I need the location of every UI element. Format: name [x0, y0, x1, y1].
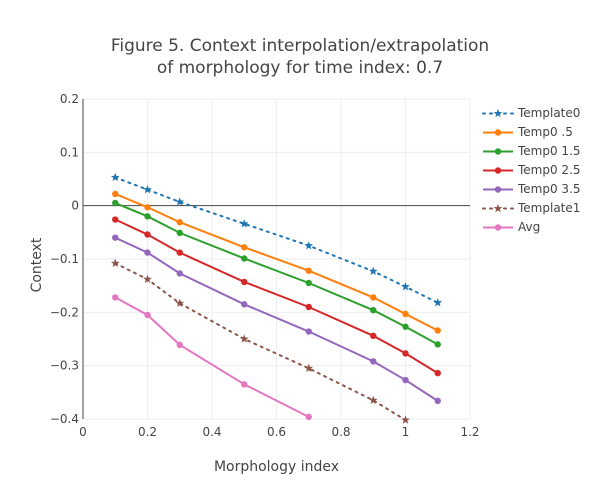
series-line-temp0-1-5	[114, 202, 439, 346]
x-tick-label: 0.8	[331, 425, 350, 439]
x-tick-label: 0	[79, 425, 87, 439]
x-tick-label: 0.2	[138, 425, 157, 439]
data-point-template0	[175, 197, 185, 206]
data-point-temp0-5	[144, 204, 151, 211]
data-point-temp0-2-5	[370, 332, 377, 339]
data-point-temp0-1-5	[402, 323, 409, 330]
legend-marker	[493, 203, 503, 213]
y-axis-title: Context	[29, 237, 45, 293]
data-point-template0	[110, 172, 120, 182]
series-line-temp0-5	[114, 193, 439, 332]
y-tick-label: 0	[71, 199, 79, 213]
data-point-temp0-2-5	[241, 278, 248, 286]
data-point-temp0-5	[370, 294, 377, 301]
data-point-temp0-3-5	[434, 397, 441, 405]
legend-swatch	[483, 129, 513, 136]
data-point-temp0-3-5	[144, 249, 151, 256]
data-point-temp0-2-5	[176, 249, 183, 256]
legend-label: Temp0 1.5	[518, 144, 581, 158]
data-point-temp0-1-5	[434, 341, 441, 348]
data-point-avg	[144, 311, 151, 319]
legend-marker	[494, 129, 502, 136]
data-point-avg	[176, 341, 183, 349]
data-point-temp0-2-5	[144, 231, 151, 238]
legend-swatch	[482, 203, 514, 213]
data-point-temp0-1-5	[370, 307, 377, 314]
data-point-temp0-1-5	[241, 255, 248, 262]
data-point-temp0-2-5	[305, 303, 312, 311]
y-tick-label: −0.4	[50, 412, 79, 426]
data-point-temp0-5	[305, 267, 312, 274]
data-point-template1	[401, 415, 410, 424]
y-tick-label: −0.2	[50, 305, 79, 319]
data-point-template1	[368, 395, 378, 405]
data-point-template0	[239, 219, 249, 228]
data-point-avg	[112, 294, 119, 301]
x-tick-label: 1	[402, 425, 410, 439]
data-point-temp0-1-5	[144, 213, 151, 220]
data-point-template1	[143, 274, 152, 283]
data-point-temp0-3-5	[305, 328, 312, 335]
legend-label: Temp0 2.5	[518, 163, 581, 177]
legend-label: Temp0 .5	[518, 125, 573, 139]
data-point-avg	[305, 413, 312, 421]
y-tick-label: −0.1	[50, 252, 79, 266]
data-point-template0	[368, 266, 378, 275]
data-point-temp0-2-5	[402, 350, 409, 357]
data-point-temp0-5	[112, 190, 119, 198]
data-point-temp0-2-5	[434, 369, 441, 377]
legend-marker	[494, 167, 502, 174]
data-point-temp0-3-5	[112, 234, 119, 241]
legend-label: Template1	[518, 201, 581, 215]
legend-swatch	[483, 167, 513, 174]
data-point-temp0-2-5	[112, 216, 119, 223]
y-tick-label: 0.2	[60, 92, 79, 106]
data-point-temp0-5	[241, 244, 248, 251]
x-tick-label: 0.6	[267, 425, 286, 439]
data-point-temp0-3-5	[241, 301, 248, 308]
data-point-temp0-3-5	[176, 270, 183, 277]
x-tick-label: 0.4	[202, 425, 221, 439]
legend-label: Avg	[518, 220, 541, 234]
marker-layer	[110, 172, 443, 424]
legend-swatch	[483, 224, 513, 231]
data-point-temp0-3-5	[402, 376, 409, 384]
data-point-template0	[401, 282, 410, 291]
data-point-temp0-5	[434, 327, 441, 334]
x-axis-title: Morphology index	[213, 459, 340, 475]
legend-swatch	[482, 108, 514, 118]
chart-title-line2: of morphology for time index: 0.7	[156, 58, 444, 78]
y-tick-label: −0.3	[50, 359, 79, 373]
data-point-avg	[241, 381, 248, 388]
data-point-template1	[304, 363, 314, 373]
x-tick-label: 1.2	[460, 425, 479, 439]
series-line-template1	[114, 262, 407, 422]
data-point-temp0-5	[402, 310, 409, 318]
data-point-template1	[175, 298, 185, 307]
legend-label: Template0	[518, 106, 581, 120]
series-line-temp0-3-5	[114, 236, 439, 402]
tick-labels: 0 0.2 0.4 0.6 0.8 1 1.2 0.2 0.1 0 −0.1 −0.2 −0.3 −0.4	[50, 92, 480, 439]
data-point-template0	[304, 241, 314, 250]
data-point-template0	[143, 185, 152, 194]
legend-marker	[494, 186, 502, 193]
data-point-template0	[433, 298, 443, 307]
data-point-temp0-1-5	[305, 279, 312, 287]
y-tick-label: 0.1	[60, 145, 79, 159]
data-point-temp0-1-5	[112, 199, 119, 207]
data-point-template1	[110, 258, 120, 267]
legend-swatch	[483, 148, 513, 155]
legend-marker	[493, 108, 503, 118]
legend-marker	[494, 148, 502, 155]
legend-marker	[494, 224, 502, 231]
data-point-template1	[239, 334, 249, 343]
series-line-temp0-2-5	[114, 218, 439, 374]
legend-label: Temp0 3.5	[518, 182, 581, 196]
legend-swatch	[483, 186, 513, 193]
data-point-temp0-3-5	[370, 358, 377, 365]
chart-title-line1: Figure 5. Context interpolation/extrapol…	[110, 36, 490, 56]
data-point-temp0-5	[176, 219, 183, 226]
data-point-temp0-1-5	[176, 229, 183, 237]
